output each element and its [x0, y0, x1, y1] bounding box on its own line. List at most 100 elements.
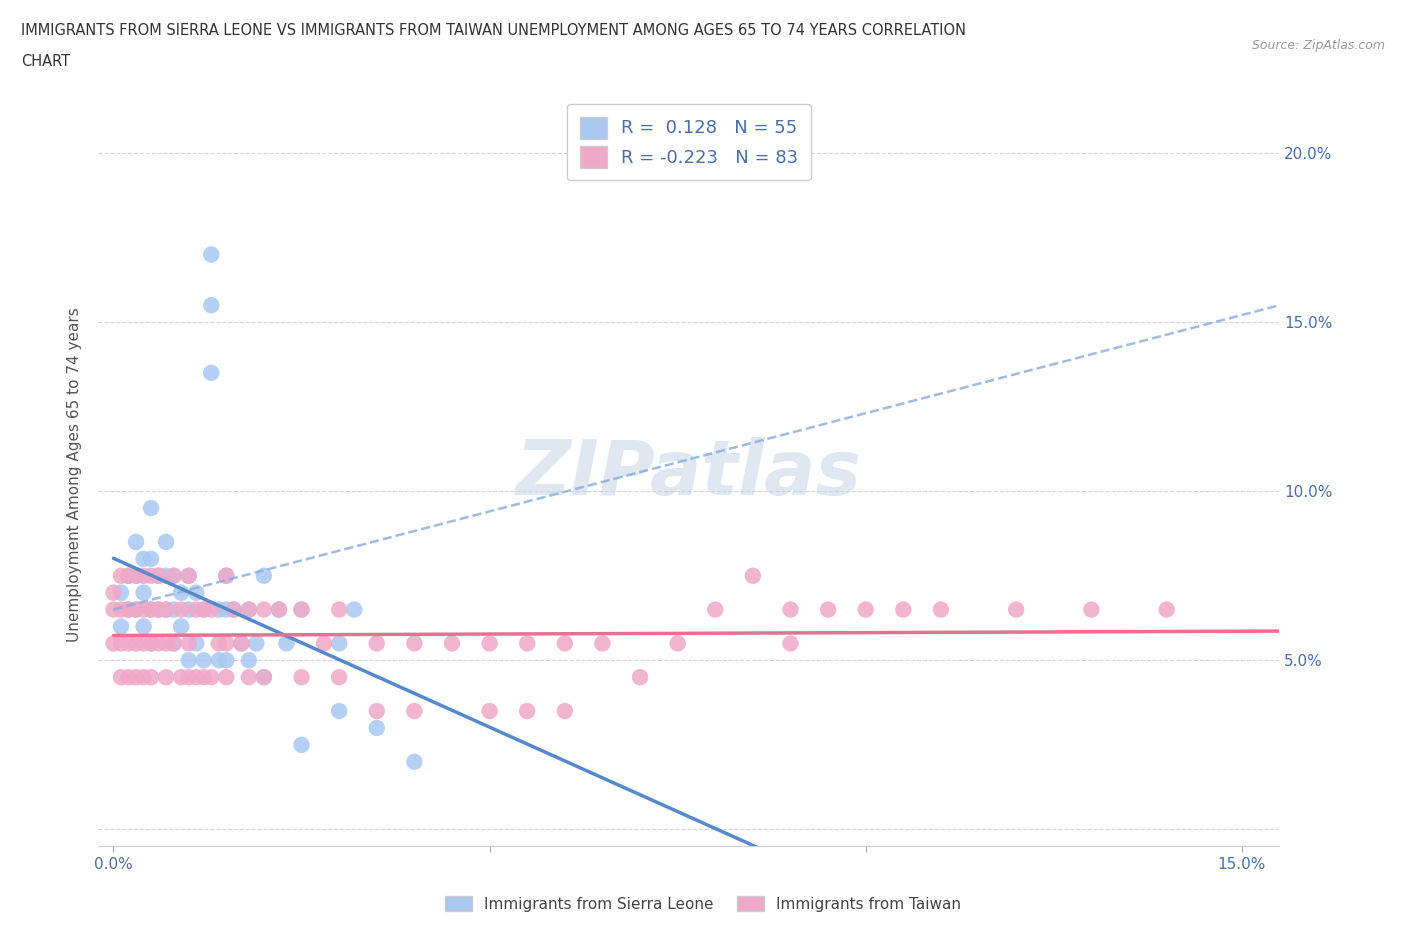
- Point: [1005, 602, 1028, 617]
- Point: [148, 568, 170, 583]
- Legend: Immigrants from Sierra Leone, Immigrants from Taiwan: Immigrants from Sierra Leone, Immigrants…: [439, 889, 967, 918]
- Point: [139, 568, 162, 583]
- Point: [200, 365, 222, 380]
- Point: [231, 636, 253, 651]
- Point: [186, 670, 208, 684]
- Point: [117, 602, 139, 617]
- Point: [741, 568, 763, 583]
- Point: [1080, 602, 1102, 617]
- Point: [200, 247, 222, 262]
- Point: [117, 670, 139, 684]
- Point: [891, 602, 914, 617]
- Point: [177, 670, 200, 684]
- Point: [200, 602, 222, 617]
- Point: [222, 602, 245, 617]
- Point: [779, 602, 801, 617]
- Point: [163, 568, 186, 583]
- Point: [929, 602, 952, 617]
- Point: [155, 670, 177, 684]
- Point: [215, 653, 238, 668]
- Point: [193, 670, 215, 684]
- Point: [163, 602, 186, 617]
- Point: [155, 602, 177, 617]
- Point: [186, 636, 208, 651]
- Point: [343, 602, 366, 617]
- Point: [516, 636, 538, 651]
- Point: [110, 585, 132, 600]
- Point: [170, 670, 193, 684]
- Point: [290, 737, 312, 752]
- Point: [125, 535, 148, 550]
- Point: [155, 602, 177, 617]
- Point: [238, 602, 260, 617]
- Point: [103, 636, 125, 651]
- Point: [125, 568, 148, 583]
- Point: [125, 602, 148, 617]
- Point: [125, 670, 148, 684]
- Point: [132, 551, 155, 566]
- Point: [155, 636, 177, 651]
- Point: [148, 602, 170, 617]
- Point: [200, 670, 222, 684]
- Point: [290, 602, 312, 617]
- Point: [103, 585, 125, 600]
- Point: [117, 568, 139, 583]
- Point: [139, 670, 162, 684]
- Point: [704, 602, 727, 617]
- Point: [193, 602, 215, 617]
- Legend: R =  0.128   N = 55, R = -0.223   N = 83: R = 0.128 N = 55, R = -0.223 N = 83: [567, 104, 811, 180]
- Point: [148, 636, 170, 651]
- Point: [276, 636, 298, 651]
- Point: [314, 636, 336, 651]
- Point: [817, 602, 839, 617]
- Point: [132, 585, 155, 600]
- Point: [267, 602, 290, 617]
- Point: [125, 602, 148, 617]
- Point: [208, 636, 231, 651]
- Text: IMMIGRANTS FROM SIERRA LEONE VS IMMIGRANTS FROM TAIWAN UNEMPLOYMENT AMONG AGES 6: IMMIGRANTS FROM SIERRA LEONE VS IMMIGRAN…: [21, 23, 966, 38]
- Point: [163, 636, 186, 651]
- Point: [404, 754, 426, 769]
- Point: [163, 636, 186, 651]
- Point: [253, 670, 276, 684]
- Point: [139, 636, 162, 651]
- Point: [177, 653, 200, 668]
- Point: [478, 636, 501, 651]
- Point: [238, 602, 260, 617]
- Point: [215, 568, 238, 583]
- Point: [404, 704, 426, 719]
- Point: [208, 653, 231, 668]
- Point: [290, 602, 312, 617]
- Point: [328, 602, 350, 617]
- Point: [132, 670, 155, 684]
- Point: [855, 602, 877, 617]
- Point: [139, 602, 162, 617]
- Point: [366, 704, 388, 719]
- Point: [132, 636, 155, 651]
- Point: [110, 670, 132, 684]
- Point: [117, 636, 139, 651]
- Point: [148, 568, 170, 583]
- Point: [478, 704, 501, 719]
- Point: [125, 568, 148, 583]
- Point: [366, 636, 388, 651]
- Point: [215, 602, 238, 617]
- Point: [200, 298, 222, 312]
- Point: [110, 619, 132, 634]
- Point: [328, 670, 350, 684]
- Point: [267, 602, 290, 617]
- Point: [215, 670, 238, 684]
- Point: [193, 653, 215, 668]
- Point: [177, 568, 200, 583]
- Text: CHART: CHART: [21, 54, 70, 69]
- Point: [117, 602, 139, 617]
- Point: [290, 670, 312, 684]
- Point: [186, 602, 208, 617]
- Text: Source: ZipAtlas.com: Source: ZipAtlas.com: [1251, 39, 1385, 52]
- Point: [139, 551, 162, 566]
- Point: [328, 636, 350, 651]
- Point: [328, 704, 350, 719]
- Point: [139, 636, 162, 651]
- Point: [170, 602, 193, 617]
- Point: [554, 636, 576, 651]
